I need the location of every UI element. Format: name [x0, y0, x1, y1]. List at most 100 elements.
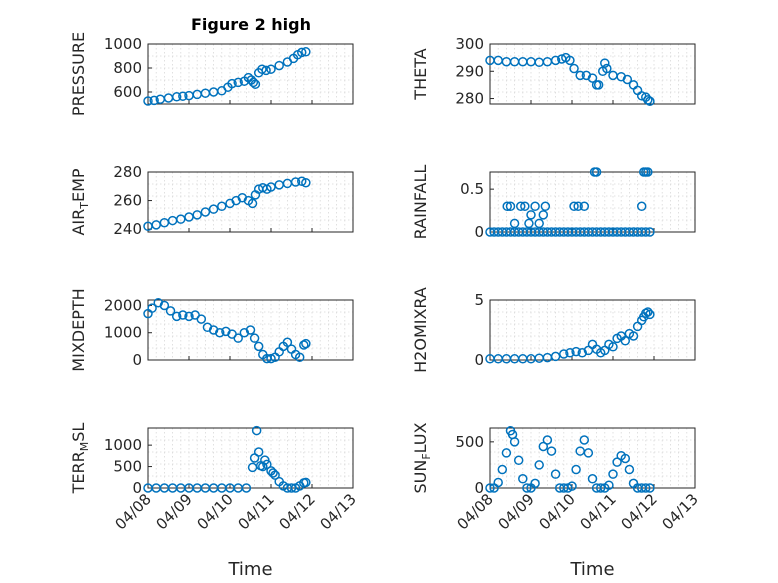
data-point [524, 218, 534, 229]
x-axis-label: Time [227, 559, 272, 580]
axes-frame [489, 43, 696, 105]
axes-0: 600 800 1000 PRESSURE [69, 32, 354, 116]
data-point [233, 333, 243, 343]
data-point [645, 96, 655, 107]
x-tick-label: 04/09 [495, 490, 538, 533]
data-point [241, 483, 252, 493]
y-axis-label: AIRTEMP [69, 168, 91, 235]
data-point [159, 300, 170, 311]
data-point [200, 207, 211, 217]
data-point [268, 468, 278, 478]
data-point [253, 341, 264, 352]
data-point [636, 201, 647, 212]
data-point [620, 336, 631, 346]
data-point [196, 314, 207, 324]
figure-title: Figure 2 high [191, 15, 311, 34]
x-tick-label: 04/11 [235, 490, 278, 533]
data-point [624, 464, 635, 475]
y-axis-label: H2OMIXRA [411, 287, 430, 373]
x-tick-label: 04/10 [194, 490, 237, 533]
data-point [645, 227, 655, 237]
data-point [513, 455, 524, 466]
data-point [208, 204, 219, 214]
y-axis-label-tail: SL [69, 423, 88, 442]
y-tick-label: 5 [474, 291, 484, 309]
data-point [534, 460, 544, 470]
axes-3: 0 0.5 RAINFALL [411, 165, 696, 241]
data-point [579, 201, 590, 212]
y-tick-label: 290 [455, 62, 484, 80]
data-point [643, 307, 653, 317]
data-point [559, 349, 569, 359]
y-axis-label-main: RAINFALL [411, 165, 430, 240]
data-point [243, 72, 254, 83]
data-point [149, 95, 159, 106]
data-point [645, 483, 655, 493]
data-point [641, 483, 651, 493]
data-point [542, 435, 553, 445]
data-point [608, 342, 618, 352]
y-tick-label: 500 [455, 433, 484, 451]
y-tick-label: 600 [113, 83, 142, 101]
data-point [520, 201, 530, 212]
data-point [245, 325, 256, 335]
data-point [215, 327, 225, 338]
data-point [602, 63, 612, 74]
data-point [550, 469, 561, 479]
data-point [217, 201, 227, 212]
data-point [192, 210, 202, 220]
data-point [253, 447, 264, 457]
data-point [261, 65, 271, 76]
data-point [233, 77, 243, 88]
data-point [247, 198, 258, 209]
x-tick-label: 04/13 [317, 490, 360, 533]
x-tick-label: 04/09 [153, 490, 196, 533]
y-tick-label: 800 [113, 59, 142, 77]
data-point [569, 201, 579, 212]
axes-background [147, 171, 354, 233]
data-point [294, 352, 305, 363]
data-point [297, 47, 307, 58]
data-point [274, 60, 284, 71]
data-point [171, 92, 182, 102]
y-tick-label: 1000 [104, 35, 142, 53]
y-axis-label: RAINFALL [411, 165, 430, 240]
data-point [250, 79, 261, 89]
data-point [290, 177, 301, 187]
data-point [565, 55, 575, 66]
y-axis-label: SUNFLUX [411, 422, 433, 493]
axes-2: 240 260 280 AIRTEMP [69, 163, 354, 238]
data-point [538, 210, 549, 220]
y-axis-label-main: H2OMIXRA [411, 287, 430, 373]
y-tick-label: 300 [455, 35, 484, 53]
x-tick-label: 04/11 [577, 490, 620, 533]
data-point [595, 483, 606, 493]
data-point [573, 201, 583, 212]
data-point [591, 167, 602, 177]
data-point [249, 333, 260, 343]
data-point [266, 353, 276, 364]
data-point [266, 64, 276, 74]
data-point [178, 310, 188, 320]
x-tick-label: 04/10 [536, 490, 579, 533]
data-point [165, 306, 176, 316]
data-point [493, 477, 503, 488]
data-point [518, 474, 528, 484]
y-tick-label: 0 [132, 351, 142, 369]
y-tick-label: 280 [113, 163, 142, 181]
data-point [575, 70, 585, 81]
y-axis-label-subscript: M [78, 442, 91, 452]
data-point [297, 176, 307, 187]
data-point [171, 311, 182, 322]
y-axis-label: MIXDEPTH [69, 288, 88, 371]
data-point [620, 453, 631, 464]
y-tick-label: 0 [132, 479, 142, 497]
y-tick-label: 240 [113, 220, 142, 238]
axes-5: 0 5 H2OMIXRA [411, 287, 696, 373]
y-axis-label-main: MIXDEPTH [69, 288, 88, 371]
data-point [502, 201, 512, 212]
y-tick-label: 500 [113, 458, 142, 476]
x-tick-label: 04/12 [276, 490, 319, 533]
y-tick-label: 1000 [104, 436, 142, 454]
